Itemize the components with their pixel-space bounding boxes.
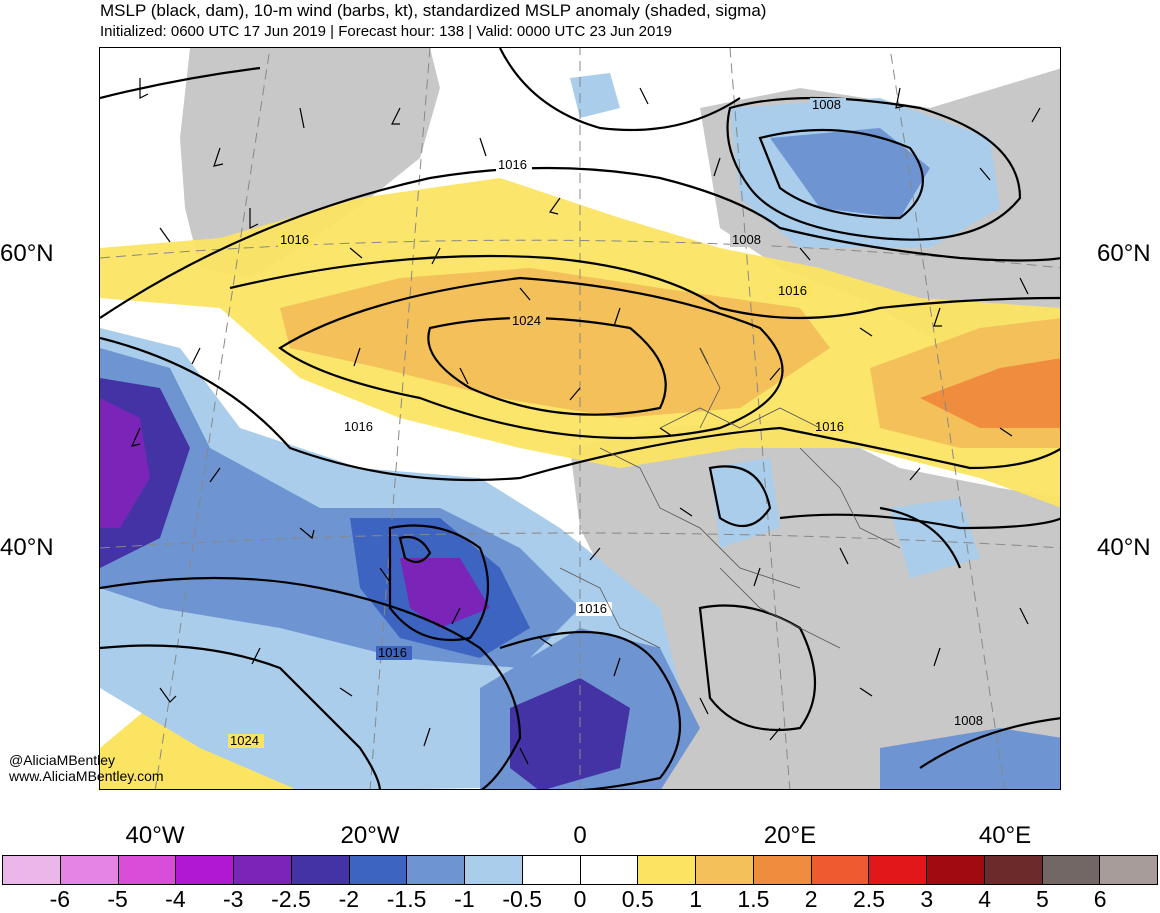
colorbar-swatch [465,856,523,884]
map-canvas: 1008 1016 1016 1008 1024 1016 1016 1016 … [100,48,1060,789]
isobar-label: 1024 [230,733,259,748]
anomaly-negative-atlantic-core [400,558,490,628]
lon-label-0: 0 [573,822,587,849]
isobar-label: 1024 [512,313,541,328]
graticule [100,48,1060,789]
colorbar-label: -4 [165,886,186,912]
lon-label-20e: 20°E [763,822,817,849]
chart-title: MSLP (black, dam), 10-m wind (barbs, kt)… [100,1,767,20]
isobar-label: 1016 [815,419,844,434]
colorbar-label: -5 [107,886,128,912]
colorbar-swatch [927,856,985,884]
isobar-labels: 1008 1016 1016 1008 1024 1016 1016 1016 … [228,97,988,748]
colorbar-swatch [3,856,61,884]
isobar-label: 1016 [280,232,309,247]
anomaly-negative-se-corner [880,728,1060,789]
isobar-label: 1016 [378,645,407,660]
colorbar-swatch [869,856,927,884]
credit-handle: @AliciaMBentley [9,752,116,768]
wind-barbs [130,78,1041,765]
colorbar-swatch [696,856,754,884]
isobar-label: 1016 [578,601,607,616]
credit-url: www.AliciaMBentley.com [9,768,164,784]
colorbar-label: 2.5 [853,886,885,912]
lon-label-20w: 20°W [340,822,400,849]
lon-label-40w: 40°W [125,822,185,849]
anomaly-negative-balkans [710,458,780,548]
colorbar-label: 3 [920,886,934,912]
colorbar-swatch [176,856,234,884]
colorbar-label: 5 [1035,886,1049,912]
colorbar-swatch [811,856,870,884]
lat-label-60n-right: 60°N [1097,240,1151,267]
colorbar-swatch [638,856,696,884]
colorbar-label: -2 [338,886,360,912]
colorbar-label: 0.5 [621,886,654,912]
colorbar-label: -0.5 [502,886,543,912]
colorbar-label: -6 [49,886,71,912]
isobar-label: 1008 [812,97,841,112]
anomaly-negative-north-spot [570,73,620,118]
colorbar-swatch [753,856,812,884]
anomaly-negative-scandinavia-core [770,128,930,218]
colorbar-label: 6 [1093,886,1107,912]
lon-label-40e: 40°E [978,822,1032,849]
isobar-label: 1016 [498,157,527,172]
colorbar-swatch [349,856,408,884]
colorbar-swatch [407,856,465,884]
isobar-label: 1008 [954,713,983,728]
colorbar-label: 4 [978,886,991,912]
colorbar-label: -1.5 [386,886,427,912]
isobar-label: 1016 [778,283,807,298]
colorbar-label: 2 [804,886,818,912]
colorbar-swatch [522,856,581,884]
colorbar-label: -2.5 [271,886,311,912]
colorbar-swatch [291,856,350,884]
map-panel: 1008 1016 1016 1008 1024 1016 1016 1016 … [99,47,1061,790]
chart-subtitle: Initialized: 0600 UTC 17 Jun 2019 | Fore… [100,23,673,40]
colorbar-label: -3 [222,886,244,912]
greenland-landmass [180,48,440,278]
colorbar-label: 0 [573,886,587,912]
isobar-label: 1008 [732,232,761,247]
lat-label-60n-left: 60°N [0,240,54,267]
isobar-label: 1016 [344,419,373,434]
colorbar [2,855,1158,885]
colorbar-swatch [1042,856,1101,884]
colorbar-label: 1 [689,886,702,912]
anomaly-negative-west-core [100,398,150,528]
colorbar-label: 1.5 [737,886,770,912]
colorbar-swatch [580,856,639,884]
anomaly-negative-africa-core [510,678,630,789]
lat-label-40n-right: 40°N [1097,534,1151,561]
colorbar-swatch [1100,856,1157,884]
colorbar-swatch [234,856,292,884]
anomaly-east-core [920,358,1060,428]
lat-label-40n-left: 40°N [0,534,54,561]
colorbar-swatch [984,856,1043,884]
colorbar-swatch [60,856,119,884]
country-borders [559,347,901,649]
colorbar-swatch [118,856,177,884]
colorbar-label: -1 [454,886,475,912]
